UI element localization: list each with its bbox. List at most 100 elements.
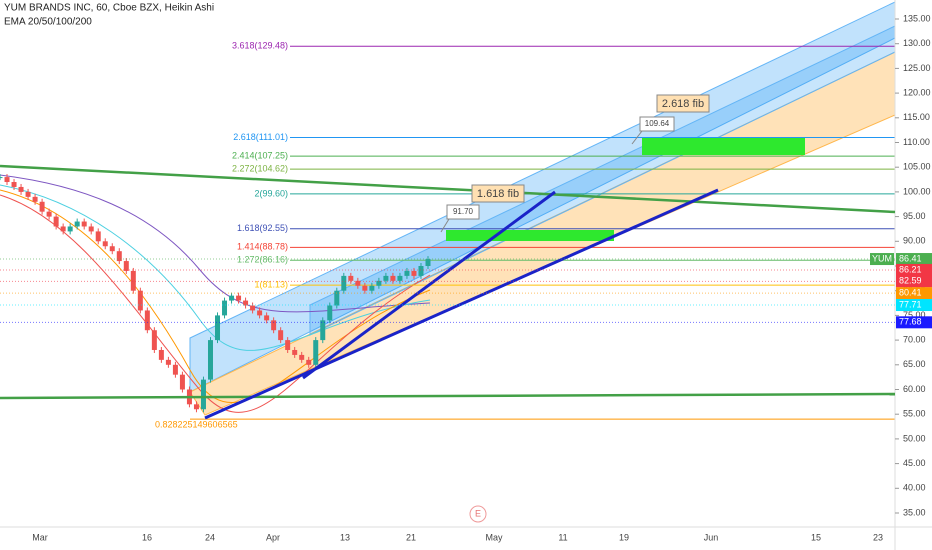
candle-body [200, 379, 206, 410]
candle-body [383, 275, 389, 281]
y-tick-label: 135.00 [903, 13, 931, 23]
candle-body [411, 270, 417, 276]
chart-title: YUM BRANDS INC, 60, Cboe BZX, Heikin Ash… [4, 3, 214, 14]
candle-body [292, 349, 298, 355]
fib-label: 0.828225149606565 [155, 420, 238, 430]
x-tick-label: 16 [142, 532, 152, 542]
candle-body [53, 216, 59, 227]
candle-body [67, 226, 73, 232]
candle-body [341, 275, 347, 291]
candle-body [165, 359, 171, 365]
event-marker[interactable] [469, 505, 487, 523]
candle-body [4, 177, 10, 183]
candle-body [32, 196, 38, 202]
candle-body [404, 270, 410, 276]
candle-body [102, 241, 108, 247]
price-badge-label: 82.59 [899, 276, 922, 286]
price-badge [896, 253, 932, 266]
candle-body [369, 285, 375, 291]
price-badge [896, 299, 932, 312]
candle-body [193, 404, 199, 410]
candle-body [271, 320, 277, 331]
callout-box [639, 116, 675, 132]
target-zone [642, 138, 805, 155]
trendline [302, 190, 556, 380]
candle-body [88, 226, 94, 232]
price-badge [896, 263, 932, 276]
x-tick-label: 24 [205, 532, 215, 542]
fib-label: 2.272(104.62) [232, 163, 288, 173]
candle-body [81, 221, 87, 227]
callout-box [446, 204, 480, 220]
candle-body [362, 285, 368, 291]
annotation: 109.64 [645, 119, 670, 128]
y-tick-label: 50.00 [903, 433, 926, 443]
fib-levels: 3.618(129.48) 2.618(111.01) 2.414(107.25) 2… [155, 41, 895, 430]
price-badge [896, 316, 932, 329]
callout-pointer [440, 218, 450, 233]
price-badge-label: 86.21 [899, 264, 922, 274]
candle-body [299, 354, 305, 360]
candle-body [109, 246, 115, 252]
price-badge-label: 77.71 [899, 299, 922, 309]
channels [0, 1, 896, 416]
price-badge-label: 80.41 [899, 288, 922, 298]
candle-body [116, 251, 122, 262]
candle-body [207, 340, 213, 380]
y-tick-label: 75.00 [903, 310, 926, 320]
candle-body [11, 182, 17, 187]
fib-label: 1(81.13) [254, 279, 288, 289]
candle-body [425, 259, 431, 266]
candle-body [18, 186, 24, 192]
candle-body [46, 211, 52, 217]
candle-body [306, 359, 312, 365]
fib-label: 2.414(107.25) [232, 150, 288, 160]
candle-body [418, 266, 424, 276]
ema-100 [0, 184, 431, 351]
x-tick-label: Mar [32, 532, 48, 542]
candle-body [355, 280, 361, 286]
annotation: 1.618 fib [477, 188, 519, 200]
candle-body [264, 315, 270, 321]
trendline [0, 392, 896, 400]
candle-body [158, 349, 164, 360]
trendline [0, 164, 896, 214]
price-badge [896, 287, 932, 300]
fib-label: 1.414(88.78) [237, 242, 288, 252]
y-tick-label: 65.00 [903, 359, 926, 369]
y-tick-label: 130.00 [903, 38, 931, 48]
x-tick-label: Jun [704, 532, 719, 542]
y-tick-label: 70.00 [903, 334, 926, 344]
trendline [204, 188, 719, 420]
y-tick-label: 125.00 [903, 63, 931, 73]
annotation: 91.70 [453, 207, 474, 216]
candle-body [25, 191, 31, 197]
price-badge-label: 77.68 [899, 317, 922, 327]
candle-body [123, 261, 129, 271]
candle-body [130, 270, 136, 291]
candle-body [95, 231, 101, 242]
y-tick-label: 100.00 [903, 186, 931, 196]
x-tick-label: May [485, 532, 503, 542]
candle-body [285, 340, 291, 350]
fib-label: 1.618(92.55) [237, 223, 288, 233]
y-tick-label: 35.00 [903, 507, 926, 517]
callout-pointer [631, 130, 643, 145]
candle-body [327, 305, 333, 321]
candle-body [74, 221, 80, 227]
x-tick-label: 23 [873, 532, 883, 542]
candle-body [151, 330, 157, 350]
callout-box [471, 184, 525, 203]
candle-body [250, 305, 256, 311]
ema-20 [0, 194, 431, 413]
y-tick-label: 40.00 [903, 483, 926, 493]
trendlines [0, 164, 896, 420]
candle-body [215, 315, 221, 341]
candle-body [179, 374, 185, 390]
candle-body [172, 364, 178, 375]
candle-body [222, 300, 228, 316]
candle-body [236, 295, 242, 301]
